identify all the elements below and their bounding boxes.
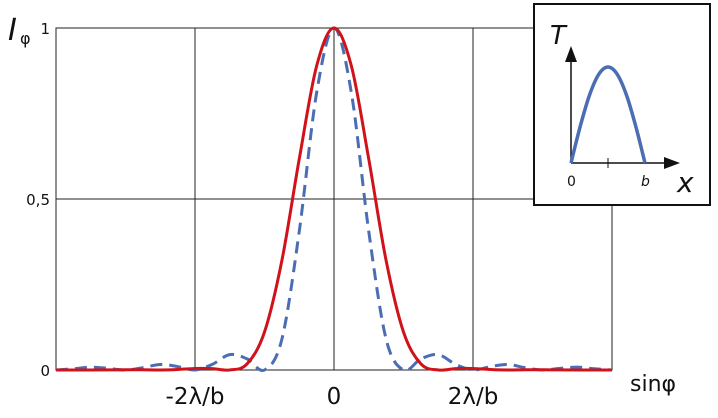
x-tick-label: 0 bbox=[327, 384, 342, 410]
inset-y-arrow-icon bbox=[565, 46, 577, 62]
y-axis-label-subscript: φ bbox=[20, 29, 31, 48]
solid-curve bbox=[55, 26, 612, 372]
inset-x-arrow-icon bbox=[664, 157, 680, 169]
x-axis-label: sinφ bbox=[630, 372, 676, 397]
axis-labels: I φ sinφ bbox=[8, 13, 676, 397]
inset-chart: T x 0 b bbox=[533, 3, 711, 206]
x-tick-label: 2λ/b bbox=[448, 384, 499, 410]
y-tick-label: 0,5 bbox=[26, 191, 50, 209]
inset-x-label: x bbox=[676, 166, 694, 199]
curves bbox=[55, 26, 613, 373]
y-tick-label: 0 bbox=[40, 362, 50, 380]
x-tick-label: -2λ/b bbox=[166, 384, 225, 410]
grid: 0 0,5 1 -2λ/b 0 2λ/b bbox=[26, 20, 613, 410]
inset-curve bbox=[569, 65, 647, 164]
inset-frame bbox=[533, 3, 711, 206]
y-axis-label: I bbox=[8, 13, 17, 48]
inset-tick-b: b bbox=[641, 174, 650, 190]
inset-tick-0: 0 bbox=[567, 174, 576, 190]
y-tick-label: 1 bbox=[40, 20, 50, 38]
inset-y-label: T bbox=[550, 21, 568, 51]
